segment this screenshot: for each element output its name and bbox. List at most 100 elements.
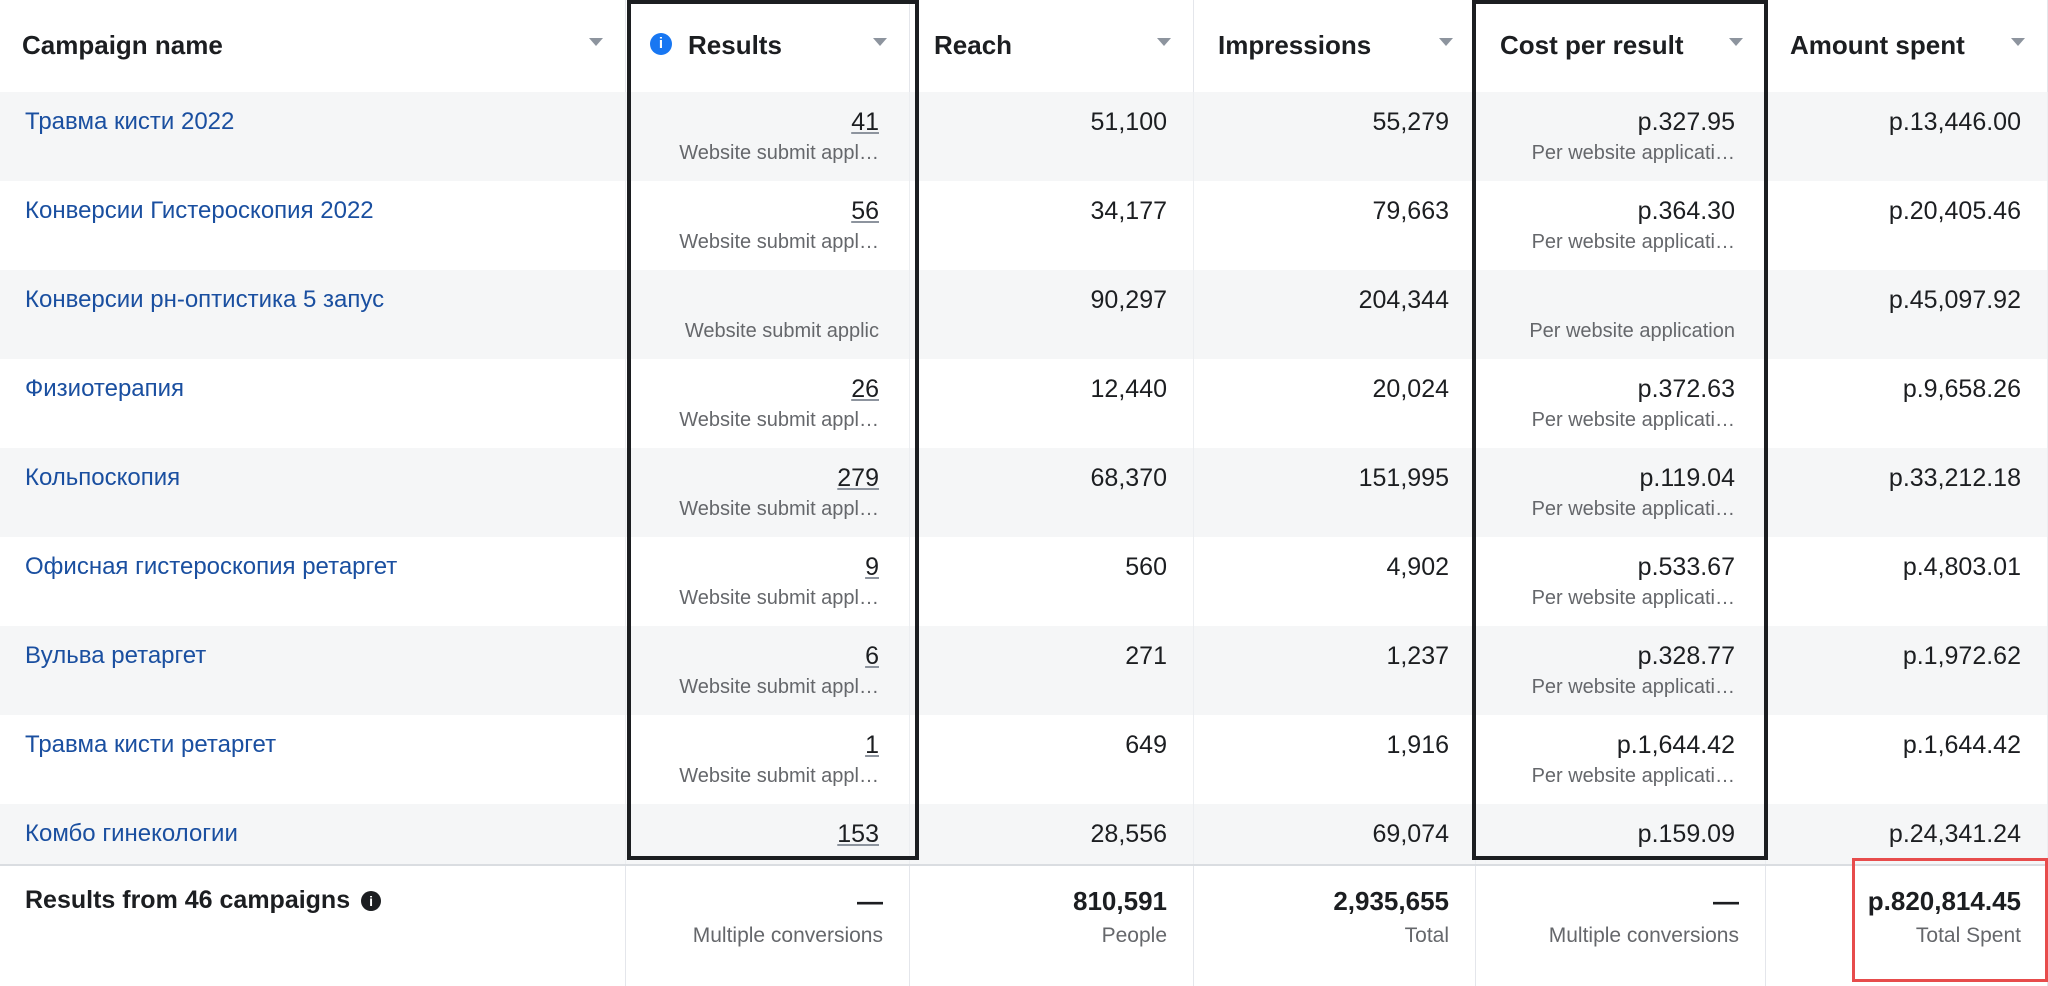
impressions-value: 55,279 <box>1372 108 1449 136</box>
sort-chevron-icon[interactable] <box>1157 38 1171 46</box>
results-value[interactable]: 9 <box>865 553 879 581</box>
sort-chevron-icon[interactable] <box>1439 38 1453 46</box>
cell-results: 6 Website submit appl… <box>626 626 910 715</box>
cell-cost-per-result: р.533.67 Per website applicati… <box>1476 537 1766 626</box>
table-row[interactable]: Травма кисти ретаргет 1 Website submit ap… <box>0 715 2048 804</box>
campaign-link[interactable]: Травма кисти 2022 <box>25 108 235 135</box>
footer-amount-spent-sub: Total Spent <box>1915 924 2021 947</box>
footer-amount-spent-value: р.820,814.45 <box>1867 886 2021 916</box>
impressions-value: 69,074 <box>1372 820 1449 848</box>
footer-reach-sub: People <box>1101 924 1167 947</box>
table-row[interactable]: Конверсии Гистероскопия 2022 56 Website s… <box>0 181 2048 270</box>
results-value[interactable]: 26 <box>851 375 879 403</box>
results-value[interactable]: 56 <box>851 197 879 225</box>
column-header-reach[interactable]: Reach <box>910 0 1194 92</box>
campaign-link[interactable]: Травма кисти ретаргет <box>25 731 277 758</box>
cost-per-result-type: Per website applicati… <box>1531 409 1735 431</box>
reach-value: 271 <box>1125 642 1167 670</box>
amount-spent-value: р.24,341.24 <box>1888 820 2021 848</box>
campaign-link[interactable]: Вульва ретаргет <box>25 642 207 669</box>
cost-per-result-type: Per website applicati… <box>1531 142 1735 164</box>
results-value[interactable]: 41 <box>851 108 879 136</box>
campaign-link[interactable]: Комбо гинекологии <box>25 820 238 847</box>
cost-per-result-type: Per website applicati… <box>1531 498 1735 520</box>
cell-impressions: 69,074 <box>1194 804 1476 864</box>
campaign-link[interactable]: Офисная гистероскопия ретаргет <box>25 553 398 580</box>
table-row[interactable]: Комбо гинекологии 153 28,556 69,074 р.15… <box>0 804 2048 864</box>
impressions-value: 151,995 <box>1358 464 1449 492</box>
cell-reach: 271 <box>910 626 1194 715</box>
column-header-campaign-name[interactable]: Campaign name <box>0 0 626 92</box>
column-header-label: Cost per result <box>1500 30 1684 60</box>
info-icon[interactable]: i <box>650 33 672 55</box>
column-header-label: Campaign name <box>22 30 223 60</box>
cell-amount-spent: р.1,644.42 <box>1766 715 2048 804</box>
cell-campaign-name: Конверсии рн-оптистика 5 запус <box>0 270 626 359</box>
results-type: Website submit appl… <box>679 409 879 431</box>
column-header-label: Impressions <box>1218 30 1372 60</box>
results-value[interactable]: 153 <box>837 820 879 848</box>
cell-campaign-name: Физиотерапия <box>0 359 626 448</box>
footer-impressions-sub: Total <box>1404 924 1449 947</box>
column-header-amount-spent[interactable]: Amount spent <box>1766 0 2048 92</box>
column-header-results[interactable]: i Results <box>626 0 910 92</box>
amount-spent-value: р.45,097.92 <box>1888 286 2021 314</box>
reach-value: 68,370 <box>1090 464 1167 492</box>
table-row[interactable]: Конверсии рн-оптистика 5 запус Website s… <box>0 270 2048 359</box>
cell-campaign-name: Конверсии Гистероскопия 2022 <box>0 181 626 270</box>
table-footer-totals: Results from 46 campaigns i — Multiple c… <box>0 864 2048 986</box>
footer-results-value: — <box>857 886 883 916</box>
table-row[interactable]: Травма кисти 2022 41 Website submit appl…… <box>0 92 2048 181</box>
column-header-label: Reach <box>934 30 1013 60</box>
cell-results: 41 Website submit appl… <box>626 92 910 181</box>
impressions-value: 4,902 <box>1386 553 1449 581</box>
reach-value: 28,556 <box>1090 820 1167 848</box>
campaign-link[interactable]: Конверсии рн-оптистика 5 запус <box>25 286 385 313</box>
footer-impressions-value: 2,935,655 <box>1333 886 1449 916</box>
cell-amount-spent: р.9,658.26 <box>1766 359 2048 448</box>
results-value[interactable]: 279 <box>837 464 879 492</box>
results-type: Website submit appl… <box>679 498 879 520</box>
results-value[interactable]: 1 <box>865 731 879 759</box>
impressions-value: 1,237 <box>1386 642 1449 670</box>
cell-campaign-name: Офисная гистероскопия ретаргет <box>0 537 626 626</box>
campaign-link[interactable]: Физиотерапия <box>25 375 185 402</box>
cell-cost-per-result: р.364.30 Per website applicati… <box>1476 181 1766 270</box>
campaign-link[interactable]: Кольпоскопия <box>25 464 181 491</box>
column-header-impressions[interactable]: Impressions <box>1194 0 1476 92</box>
cell-amount-spent: р.13,446.00 <box>1766 92 2048 181</box>
info-icon[interactable]: i <box>361 891 382 911</box>
table-row[interactable]: Кольпоскопия 279 Website submit appl… 68,… <box>0 448 2048 537</box>
amount-spent-value: р.1,644.42 <box>1902 731 2021 759</box>
reach-value: 560 <box>1125 553 1167 581</box>
cost-per-result-type: Per website applicati… <box>1531 231 1735 253</box>
cell-cost-per-result: р.1,644.42 Per website applicati… <box>1476 715 1766 804</box>
campaign-link[interactable]: Конверсии Гистероскопия 2022 <box>25 197 374 224</box>
cell-campaign-name: Травма кисти ретаргет <box>0 715 626 804</box>
footer-impressions: 2,935,655 Total <box>1194 866 1476 986</box>
cell-impressions: 1,237 <box>1194 626 1476 715</box>
table-row[interactable]: Офисная гистероскопия ретаргет 9 Website … <box>0 537 2048 626</box>
table-row[interactable]: Вульва ретаргет 6 Website submit appl… 27… <box>0 626 2048 715</box>
sort-chevron-icon[interactable] <box>589 38 603 46</box>
cell-results: Website submit applic <box>626 270 910 359</box>
footer-label: Results from 46 campaigns i <box>25 886 382 915</box>
cell-amount-spent: р.45,097.92 <box>1766 270 2048 359</box>
cell-amount-spent: р.24,341.24 <box>1766 804 2048 864</box>
cell-cost-per-result: р.119.04 Per website applicati… <box>1476 448 1766 537</box>
cell-impressions: 4,902 <box>1194 537 1476 626</box>
cell-campaign-name: Травма кисти 2022 <box>0 92 626 181</box>
reach-value: 649 <box>1125 731 1167 759</box>
sort-chevron-icon[interactable] <box>873 38 887 46</box>
column-header-cost-per-result[interactable]: Cost per result <box>1476 0 1766 92</box>
cost-per-result-value: р.328.77 <box>1637 642 1735 670</box>
results-value[interactable]: 6 <box>865 642 879 670</box>
cell-impressions: 204,344 <box>1194 270 1476 359</box>
sort-chevron-icon[interactable] <box>1729 38 1743 46</box>
cost-per-result-type: Per website application <box>1529 320 1735 342</box>
table-row[interactable]: Физиотерапия 26 Website submit appl… 12,4… <box>0 359 2048 448</box>
cell-amount-spent: р.20,405.46 <box>1766 181 2048 270</box>
sort-chevron-icon[interactable] <box>2011 38 2025 46</box>
cost-per-result-value: р.159.09 <box>1637 820 1735 848</box>
